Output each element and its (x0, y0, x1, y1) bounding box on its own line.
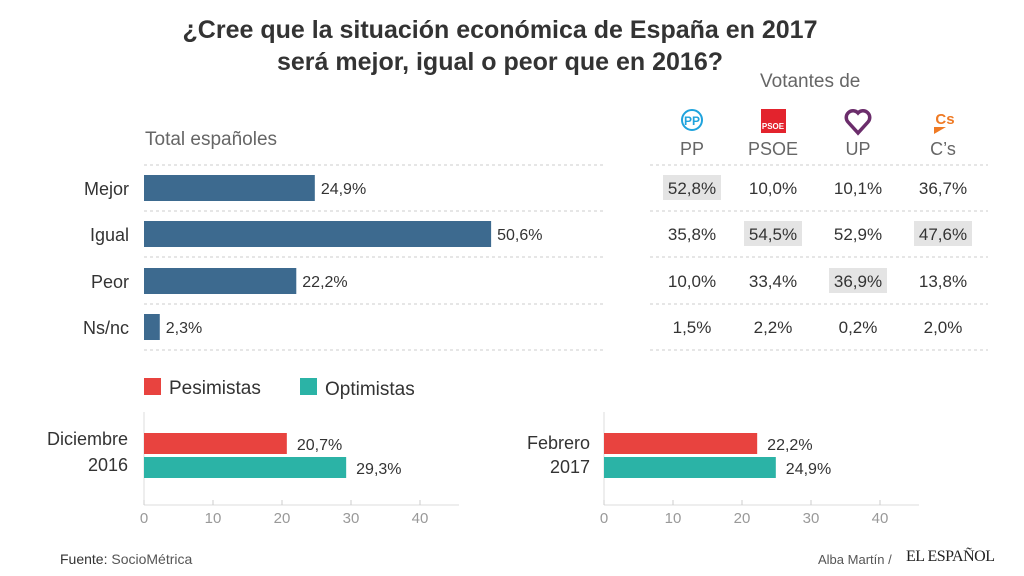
psoe-logo-icon: PSOE (762, 122, 785, 131)
table-cell: 13,8% (919, 272, 967, 291)
legend-label-pesimistas: Pesimistas (169, 378, 261, 399)
chart-title: ¿Cree que la situación económica de Espa… (0, 14, 1000, 78)
title-line-2: será mejor, igual o peor que en 2016? (277, 48, 723, 76)
bar-optimistas (144, 457, 347, 478)
bar-peor (144, 268, 297, 294)
table-cell: 52,8% (668, 179, 716, 198)
bar-mejor (144, 175, 315, 201)
brand-logo: EL ESPAÑOL (906, 548, 995, 565)
bar-pesimistas (604, 433, 758, 454)
pp-logo-icon (681, 109, 703, 131)
value-label: 50,6% (497, 227, 542, 244)
value-label: 20,7% (297, 437, 342, 454)
category-label: Igual (90, 225, 129, 245)
category-label: Ns/nc (83, 318, 129, 338)
cs-logo-icon: Cs (935, 111, 954, 128)
highlight-cell (829, 268, 887, 293)
psoe-logo-icon (761, 109, 786, 133)
category-label: Peor (91, 272, 129, 292)
legend-swatch-pesimistas (144, 378, 161, 395)
column-header: PP (680, 139, 704, 159)
table-cell: 52,9% (834, 225, 882, 244)
up-heart-logo-icon (844, 109, 872, 136)
highlight-cell (663, 175, 721, 200)
legend-swatch-optimistas (300, 378, 317, 395)
table-cell: 35,8% (668, 225, 716, 244)
bar-igual (144, 221, 492, 247)
highlight-cell (744, 221, 802, 246)
x-tick-label: 40 (412, 510, 429, 527)
legend-label-optimistas: Optimistas (325, 379, 415, 400)
x-tick-label: 20 (734, 510, 751, 527)
x-tick-label: 10 (205, 510, 222, 527)
category-label: Mejor (84, 179, 129, 199)
total-label: Total españoles (145, 129, 278, 150)
source: Fuente: SocioMétrica (60, 551, 192, 567)
x-tick-label: 0 (600, 510, 608, 527)
table-cell: 36,9% (834, 272, 882, 291)
table-cell: 47,6% (919, 225, 967, 244)
x-tick-label: 0 (140, 510, 148, 527)
x-tick-label: 20 (274, 510, 291, 527)
column-header: PSOE (748, 139, 798, 159)
group-label: Febrero (527, 433, 590, 453)
column-header: UP (845, 139, 870, 159)
source-name: SocioMétrica (111, 551, 193, 567)
pp-logo-icon: PP (684, 114, 700, 128)
table-cell: 36,7% (919, 179, 967, 198)
value-label: 29,3% (356, 461, 401, 478)
source-label: Fuente: (60, 551, 108, 567)
votantes-label: Votantes de (760, 71, 861, 92)
value-label: 2,3% (166, 320, 202, 337)
bar-optimistas (604, 457, 776, 478)
table-cell: 10,0% (668, 272, 716, 291)
table-cell: 0,2% (839, 318, 878, 337)
column-header: C’s (930, 139, 956, 159)
x-tick-label: 40 (872, 510, 889, 527)
x-tick-label: 30 (343, 510, 360, 527)
title-line-1: ¿Cree que la situación económica de Espa… (182, 16, 818, 44)
table-cell: 2,0% (924, 318, 963, 337)
bar-ns-nc (144, 314, 160, 340)
x-tick-label: 30 (803, 510, 820, 527)
bar-pesimistas (144, 433, 287, 454)
value-label: 24,9% (786, 461, 831, 478)
cs-logo-icon (934, 127, 946, 134)
group-label: 2016 (88, 455, 128, 475)
highlight-cell (914, 221, 972, 246)
group-label: Diciembre (47, 429, 128, 449)
x-tick-label: 10 (665, 510, 682, 527)
table-cell: 54,5% (749, 225, 797, 244)
value-label: 24,9% (321, 181, 366, 198)
author: Alba Martín / (818, 552, 892, 567)
table-cell: 10,0% (749, 179, 797, 198)
table-cell: 10,1% (834, 179, 882, 198)
table-cell: 1,5% (673, 318, 712, 337)
table-cell: 33,4% (749, 272, 797, 291)
group-label: 2017 (550, 457, 590, 477)
value-label: 22,2% (302, 274, 347, 291)
value-label: 22,2% (767, 437, 812, 454)
table-cell: 2,2% (754, 318, 793, 337)
